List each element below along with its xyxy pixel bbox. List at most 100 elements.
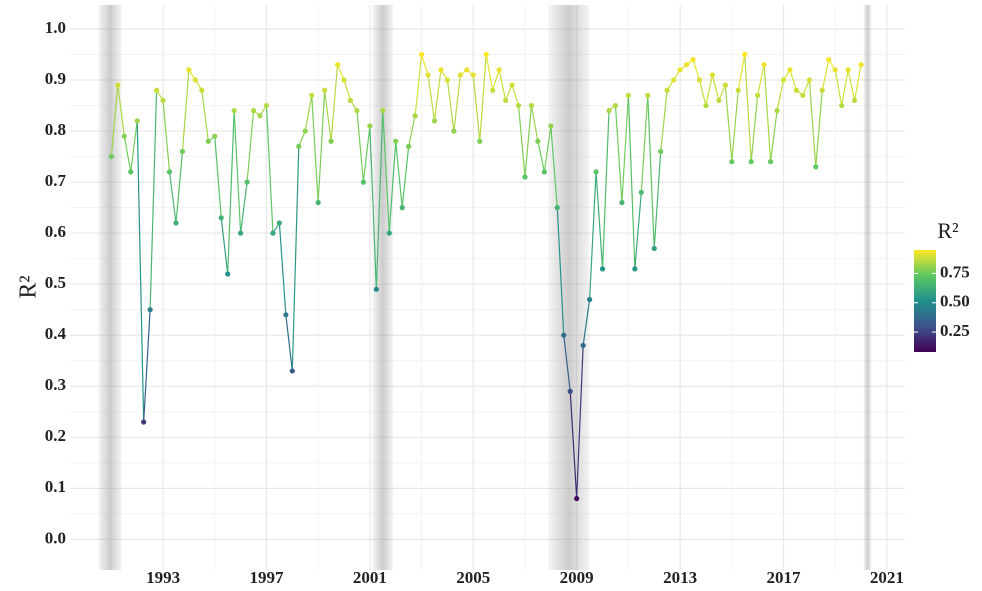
point (554, 205, 560, 211)
line-segment (576, 345, 584, 499)
line-segment (395, 141, 403, 208)
line-segment (240, 182, 248, 234)
point (599, 266, 606, 272)
point (761, 62, 767, 68)
point (845, 67, 851, 73)
line-segment (214, 136, 222, 218)
point (108, 153, 114, 160)
point (509, 82, 515, 88)
line-segment (815, 90, 823, 167)
point (528, 102, 535, 109)
y-tick-label: 0.1 (45, 477, 66, 496)
point (121, 133, 127, 139)
line-segment (201, 90, 209, 142)
point (464, 67, 470, 73)
point (477, 138, 483, 144)
line-segment (834, 69, 843, 106)
line-segment (330, 64, 339, 142)
line-segment (433, 69, 442, 121)
line-segment (382, 110, 390, 234)
point (412, 113, 418, 119)
line-segment (614, 105, 623, 203)
x-tick-label: 2021 (870, 568, 904, 587)
line-segment (640, 95, 649, 193)
point (696, 77, 703, 83)
point (276, 220, 282, 226)
point (218, 215, 224, 221)
point (289, 368, 295, 374)
line-segment (763, 64, 772, 162)
point (386, 230, 392, 236)
line-segment (408, 115, 416, 147)
x-tick-label: 1997 (249, 568, 284, 587)
point (677, 67, 683, 73)
point (496, 67, 502, 73)
line-segment (705, 74, 713, 106)
recession-band (863, 5, 872, 570)
point (612, 102, 619, 109)
colorbar-label: 0.25 (940, 321, 970, 340)
line-segment (317, 90, 326, 203)
point (806, 77, 812, 83)
line-segment (401, 146, 410, 208)
point (793, 87, 800, 93)
line-segment (724, 85, 733, 162)
point (567, 388, 573, 394)
point (341, 77, 347, 83)
line-segment (421, 54, 429, 76)
line-segment (569, 391, 578, 499)
line-segment (853, 64, 862, 101)
point (819, 87, 825, 93)
line-segment (117, 85, 125, 137)
point (813, 164, 819, 170)
colorbar-label: 0.75 (940, 262, 970, 281)
point (580, 342, 586, 349)
point (709, 72, 716, 78)
line-segment (130, 120, 138, 172)
line-segment (220, 217, 229, 275)
line-segment (453, 74, 461, 132)
x-tick-label: 2009 (560, 568, 594, 587)
point (780, 77, 787, 83)
line-segment (550, 125, 558, 208)
line-segment (110, 85, 119, 157)
line-segment (123, 136, 132, 173)
point (729, 159, 735, 165)
x-tick-label: 2017 (766, 568, 801, 587)
point (192, 77, 198, 83)
legend-title: R² (937, 218, 959, 243)
x-tick-label: 2001 (353, 568, 387, 587)
point (755, 92, 761, 98)
point (425, 72, 431, 78)
point (658, 148, 664, 155)
point (141, 419, 147, 425)
point (399, 205, 405, 211)
line-segment (530, 105, 539, 142)
line-segment (537, 141, 545, 173)
line-segment (291, 146, 300, 371)
line-segment (162, 100, 171, 172)
line-segment (750, 95, 759, 162)
point (160, 97, 166, 104)
line-segment (265, 105, 274, 234)
line-segment (472, 74, 481, 142)
point (328, 138, 334, 144)
point (134, 118, 140, 124)
point (787, 67, 793, 73)
point (671, 77, 677, 83)
line-segment (505, 84, 513, 101)
y-tick-label: 0.8 (45, 120, 66, 139)
line-segment (375, 110, 384, 290)
point (173, 220, 179, 226)
line-segment (711, 74, 720, 101)
line-segment (563, 335, 571, 392)
line-segment (698, 79, 707, 106)
x-tick-label: 2005 (456, 568, 490, 587)
line-segment (627, 95, 636, 269)
line-segment (479, 54, 487, 142)
y-tick-label: 0.6 (45, 222, 66, 241)
point (470, 72, 476, 78)
line-segment (802, 79, 810, 96)
point (154, 87, 160, 93)
point (606, 108, 612, 114)
